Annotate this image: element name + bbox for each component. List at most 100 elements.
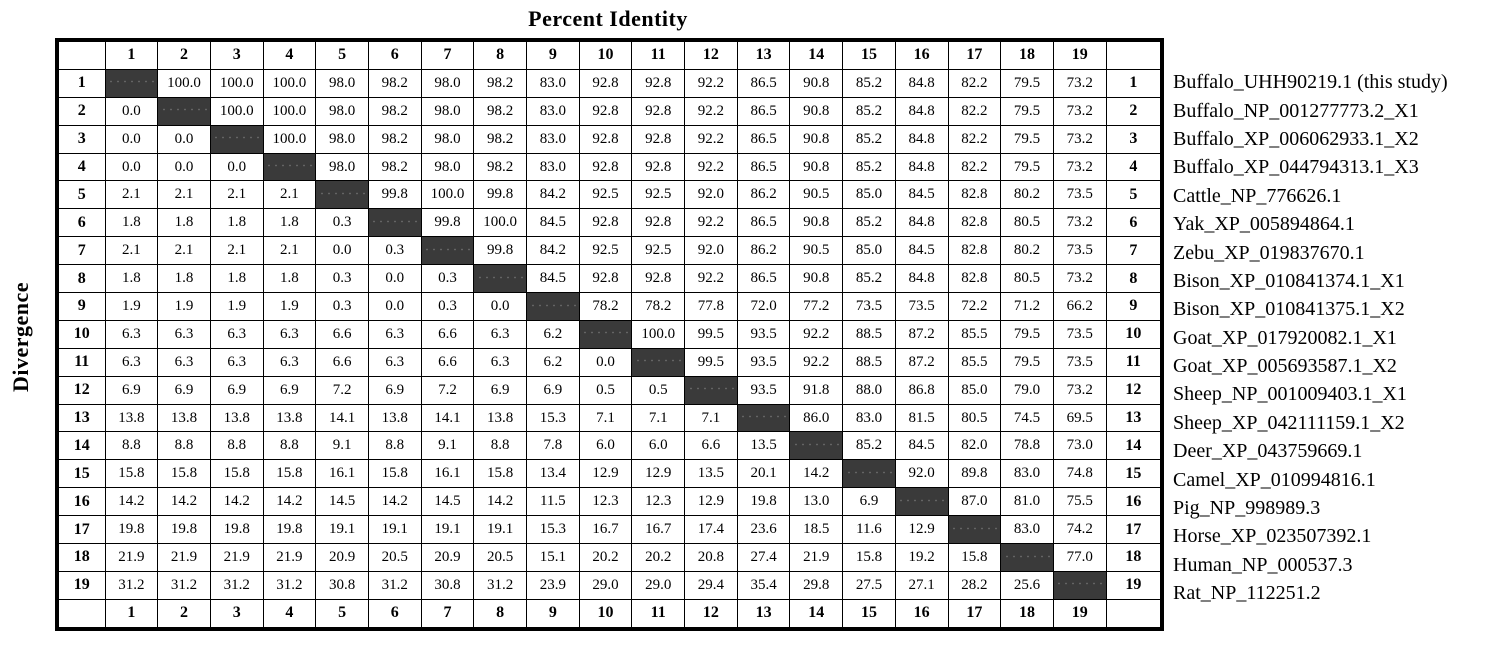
matrix-body: 1 2 3 4 5 6 7 8 9 10 11 12 13 14 15 16 17 18 19 1 100.0 100.0… xyxy=(56,39,1163,630)
identity-value-cell: 85.2 xyxy=(842,124,896,154)
diagonal-cell xyxy=(1000,543,1054,572)
identity-value-cell: 85.2 xyxy=(842,152,896,182)
identity-value-cell: 73.2 xyxy=(1052,96,1107,126)
identity-value-cell: 84.8 xyxy=(894,152,949,182)
col-header-cell: 2 xyxy=(157,598,211,630)
divergence-value-cell: 19.8 xyxy=(104,515,159,545)
divergence-value-cell: 12.3 xyxy=(578,487,633,517)
divergence-value-cell: 16.1 xyxy=(420,459,475,489)
col-header-cell: 4 xyxy=(262,598,317,630)
identity-value-cell: 92.8 xyxy=(578,264,633,294)
identity-value-cell: 92.2 xyxy=(684,152,738,182)
divergence-value-cell: 16.7 xyxy=(578,515,633,545)
divergence-value-cell: 2.1 xyxy=(157,236,211,266)
identity-value-cell: 82.8 xyxy=(947,264,1002,294)
sequence-label: Goat_XP_017920082.1_X1 xyxy=(1173,326,1397,349)
identity-value-cell: 83.0 xyxy=(1000,515,1054,545)
identity-value-cell: 100.0 xyxy=(157,68,211,98)
identity-value-cell: 92.8 xyxy=(578,152,633,182)
divergence-value-cell: 7.1 xyxy=(684,403,738,433)
identity-value-cell: 85.2 xyxy=(842,68,896,98)
sequence-label: Deer_XP_043759669.1 xyxy=(1173,440,1363,463)
divergence-value-cell: 6.6 xyxy=(420,347,475,377)
identity-value-cell: 85.2 xyxy=(842,208,896,238)
divergence-value-cell: 8.8 xyxy=(104,431,159,461)
identity-value-cell: 73.2 xyxy=(1052,264,1107,294)
identity-value-cell: 73.5 xyxy=(1052,319,1107,349)
row-index-cell-left: 6 xyxy=(56,208,106,238)
col-header-cell: 15 xyxy=(842,598,896,630)
divergence-value-cell: 14.2 xyxy=(157,487,211,517)
divergence-value-cell: 13.8 xyxy=(367,403,422,433)
divergence-value-cell: 31.2 xyxy=(209,570,264,600)
row-index-cell-right: 3 xyxy=(1105,124,1163,154)
row-index-cell-right: 9 xyxy=(1105,292,1163,321)
identity-value-cell: 83.0 xyxy=(526,96,580,126)
sequence-label: Buffalo_XP_044794313.1_X3 xyxy=(1173,156,1419,179)
sequence-label: Zebu_XP_019837670.1 xyxy=(1173,241,1365,264)
identity-value-cell: 86.5 xyxy=(736,68,791,98)
identity-value-cell: 99.8 xyxy=(473,180,527,210)
identity-value-cell: 90.5 xyxy=(789,180,844,210)
divergence-value-cell: 6.2 xyxy=(526,347,580,377)
matrix-row: 7 2.1 2.1 2.1 2.1 0.0 0.3 99.8 84.2 92.5 92.5 92.0 8… xyxy=(56,236,1163,266)
divergence-value-cell: 19.8 xyxy=(262,515,317,545)
identity-value-cell: 98.0 xyxy=(420,96,475,126)
matrix-row: 8 1.8 1.8 1.8 1.8 0.3 0.0 0.3 84.5 92.8 92.8 92.2 86… xyxy=(56,264,1163,294)
row-index-cell-right: 16 xyxy=(1105,487,1163,517)
identity-value-cell: 90.8 xyxy=(789,152,844,182)
divergence-value-cell: 0.0 xyxy=(578,347,633,377)
divergence-value-cell: 31.2 xyxy=(157,570,211,600)
divergence-value-cell: 6.3 xyxy=(104,319,159,349)
identity-value-cell: 84.5 xyxy=(894,180,949,210)
identity-value-cell: 86.0 xyxy=(789,403,844,433)
divergence-value-cell: 6.9 xyxy=(104,375,159,405)
identity-value-cell: 82.8 xyxy=(947,208,1002,238)
row-index-cell-left: 13 xyxy=(56,403,106,433)
divergence-value-cell: 17.4 xyxy=(684,515,738,545)
divergence-value-cell: 14.2 xyxy=(789,459,844,489)
divergence-value-cell: 30.8 xyxy=(315,570,369,600)
divergence-value-cell: 1.9 xyxy=(262,292,317,321)
divergence-value-cell: 15.8 xyxy=(473,459,527,489)
identity-value-cell: 80.5 xyxy=(947,403,1002,433)
row-index-cell-right: 8 xyxy=(1105,264,1163,294)
identity-value-cell: 98.0 xyxy=(315,68,369,98)
divergence-value-cell: 0.0 xyxy=(367,264,422,294)
identity-value-cell: 79.5 xyxy=(1000,347,1054,377)
col-header-cell: 18 xyxy=(1000,39,1054,70)
identity-value-cell: 86.2 xyxy=(736,236,791,266)
identity-value-cell: 84.8 xyxy=(894,208,949,238)
col-header-cell: 7 xyxy=(420,39,475,70)
identity-value-cell: 92.5 xyxy=(578,180,633,210)
divergence-value-cell: 1.8 xyxy=(104,264,159,294)
top-header-corner-cell xyxy=(56,39,106,70)
identity-value-cell: 98.0 xyxy=(420,152,475,182)
matrix-row: 11 6.3 6.3 6.3 6.3 6.6 6.3 6.6 6.3 6.2 0.0 99.5 93.5… xyxy=(56,347,1163,377)
matrix-row: 13 13.8 13.8 13.8 13.8 14.1 13.8 14.1 13.8 15.3 7.… xyxy=(56,403,1163,433)
divergence-value-cell: 6.0 xyxy=(578,431,633,461)
identity-value-cell: 73.0 xyxy=(1052,431,1107,461)
divergence-value-cell: 2.1 xyxy=(209,236,264,266)
identity-value-cell: 69.5 xyxy=(1052,403,1107,433)
identity-value-cell: 99.8 xyxy=(420,208,475,238)
row-index-cell-left: 2 xyxy=(56,96,106,126)
sequence-label: Bison_XP_010841375.1_X2 xyxy=(1173,298,1405,321)
identity-value-cell: 93.5 xyxy=(736,375,791,405)
divergence-value-cell: 7.1 xyxy=(578,403,633,433)
diagonal-cell xyxy=(367,208,422,238)
identity-value-cell: 99.8 xyxy=(367,180,422,210)
identity-value-cell: 73.2 xyxy=(1052,375,1107,405)
divergence-value-cell: 6.6 xyxy=(315,347,369,377)
divergence-value-cell: 11.5 xyxy=(526,487,580,517)
identity-value-cell: 100.0 xyxy=(420,180,475,210)
row-index-cell-left: 7 xyxy=(56,236,106,266)
top-header-corner-cell xyxy=(1105,39,1163,70)
identity-value-cell: 93.5 xyxy=(736,347,791,377)
identity-value-cell: 84.5 xyxy=(526,208,580,238)
divergence-value-cell: 14.2 xyxy=(367,487,422,517)
row-index-cell-left: 17 xyxy=(56,515,106,545)
identity-value-cell: 98.2 xyxy=(367,96,422,126)
col-header-cell: 10 xyxy=(578,39,633,70)
divergence-value-cell: 6.2 xyxy=(526,319,580,349)
